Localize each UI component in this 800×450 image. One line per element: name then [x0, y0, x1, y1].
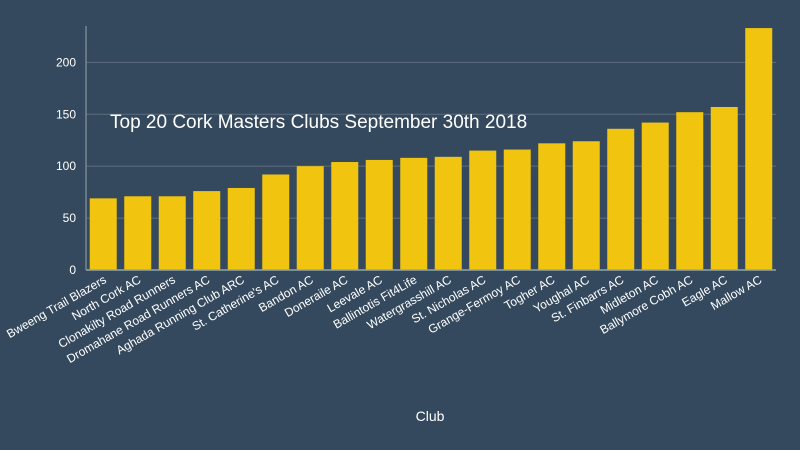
bar — [400, 157, 428, 270]
bar — [641, 122, 669, 270]
bar — [365, 159, 393, 270]
bar — [158, 196, 186, 270]
bar — [193, 191, 221, 270]
y-tick-label: 100 — [56, 159, 76, 173]
y-tick-label: 0 — [69, 263, 76, 277]
bar — [676, 112, 704, 270]
bar — [503, 149, 531, 270]
bar — [124, 196, 152, 270]
y-tick-label: 200 — [56, 55, 76, 69]
bar — [710, 106, 738, 270]
bar — [262, 174, 290, 270]
bar — [572, 141, 600, 270]
bar — [745, 28, 773, 270]
bar — [538, 143, 566, 270]
bar — [89, 198, 117, 270]
x-axis-title: Club — [416, 408, 445, 424]
bar — [227, 187, 255, 270]
y-tick-label: 50 — [63, 211, 77, 225]
bar — [331, 162, 359, 270]
bar — [434, 156, 462, 270]
bar — [469, 150, 497, 270]
chart-title: Top 20 Cork Masters Clubs September 30th… — [110, 112, 527, 133]
bars — [89, 28, 773, 270]
y-axis-ticks: 0 50 100 150 200 — [56, 55, 76, 277]
bar — [296, 166, 324, 270]
bar — [607, 128, 635, 270]
y-tick-label: 150 — [56, 107, 76, 121]
